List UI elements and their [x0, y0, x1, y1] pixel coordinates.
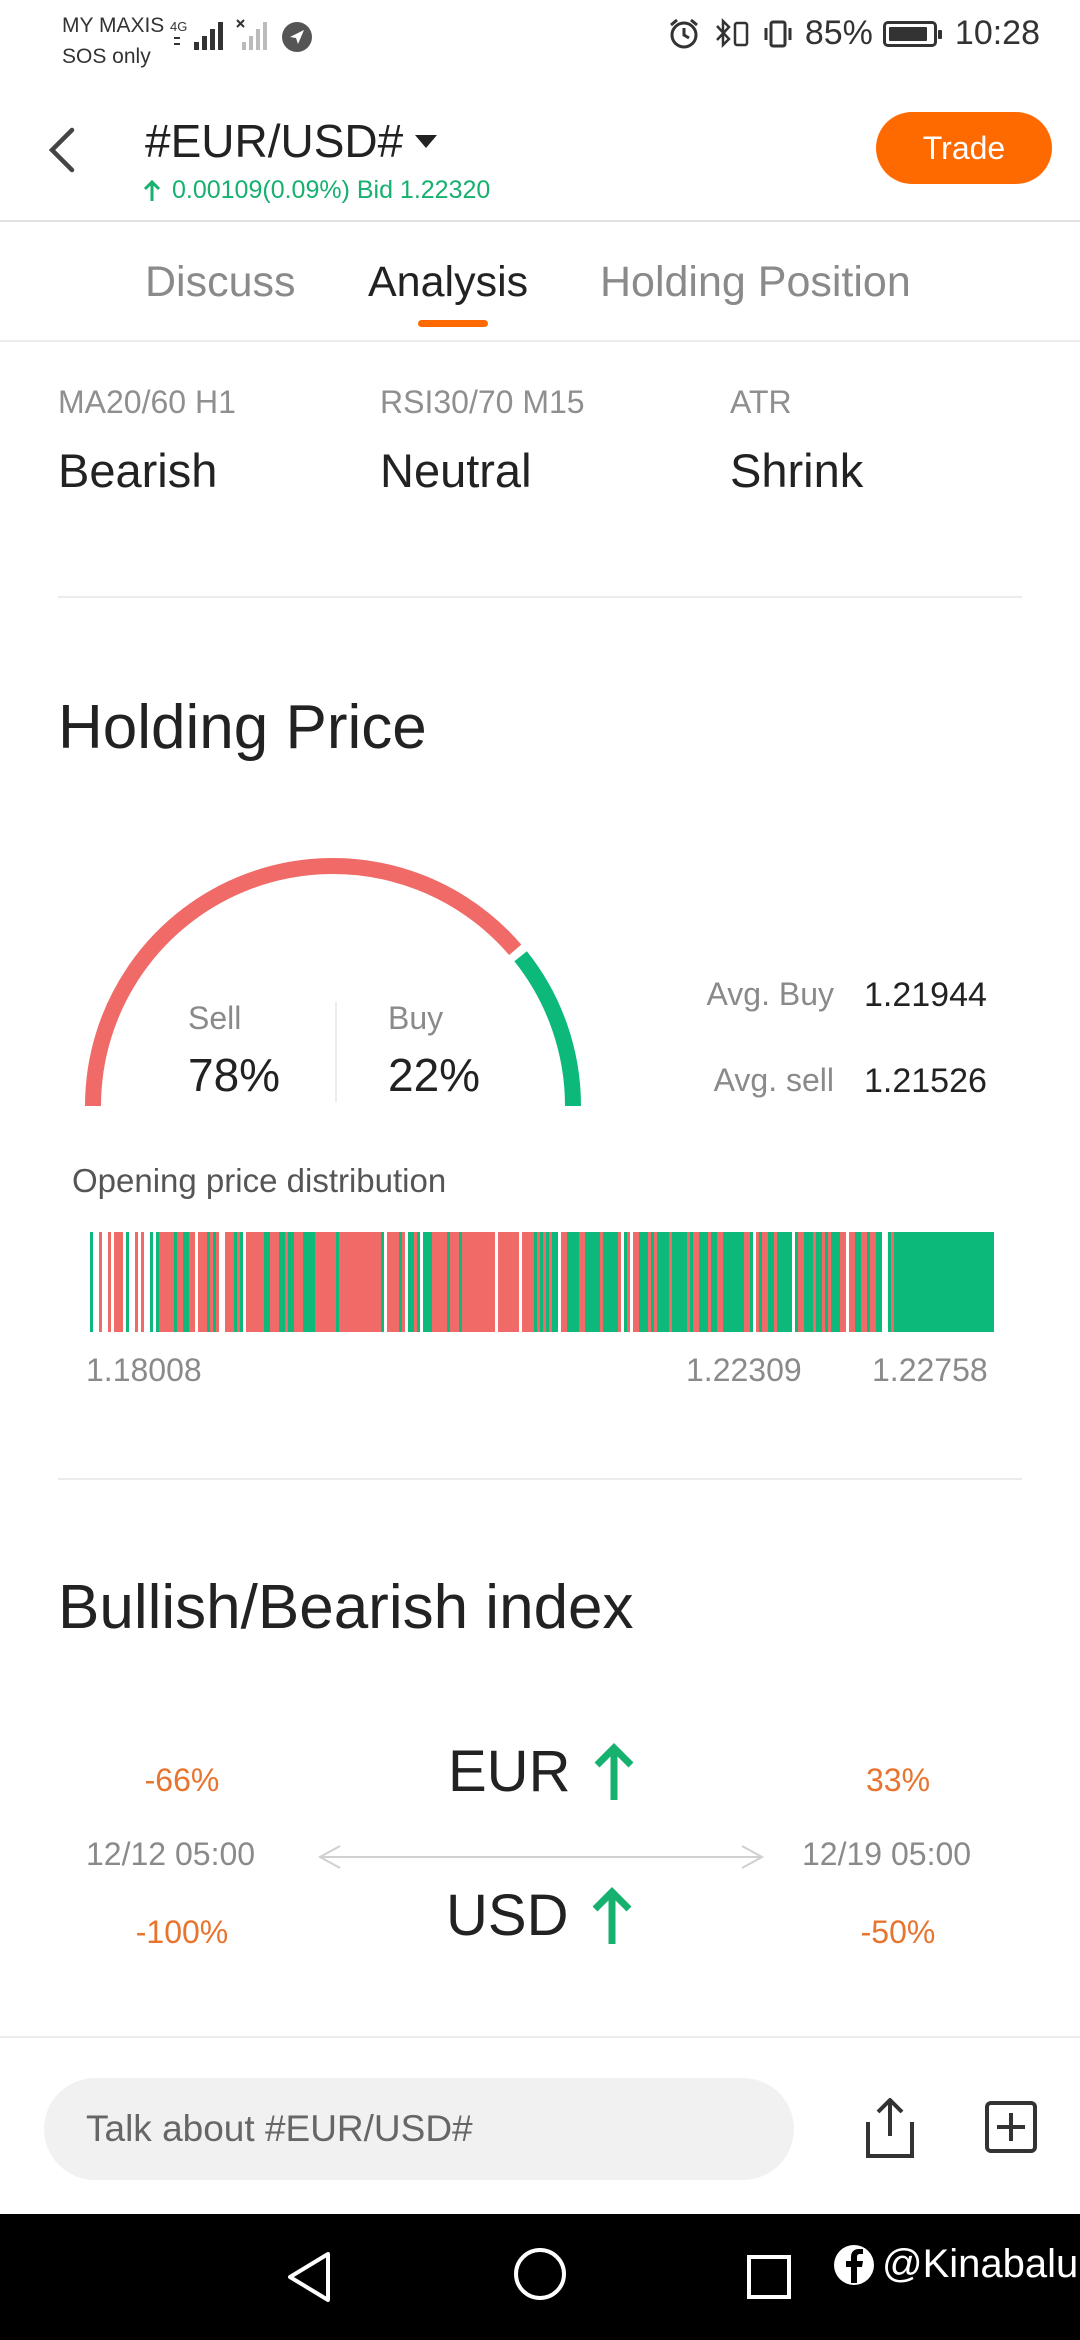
avg-sell-label: Avg. sell — [713, 1062, 834, 1098]
distribution-label: Opening price distribution — [72, 1162, 447, 1199]
divider — [58, 1478, 1022, 1480]
trade-button[interactable]: Trade — [876, 112, 1052, 184]
quote-currency: USD — [446, 1882, 634, 1949]
watermark: @Kinabalu — [832, 2242, 1078, 2287]
holding-gauge — [85, 858, 581, 1107]
tab-analysis[interactable]: Analysis — [368, 258, 529, 306]
quote-text: 0.00109(0.09%) Bid 1.22320 — [172, 176, 491, 204]
share-icon[interactable] — [862, 2096, 918, 2160]
nav-back-icon[interactable] — [286, 2250, 334, 2304]
bluetooth-vibrate-icon — [715, 17, 749, 48]
arrow-up-icon — [594, 1742, 634, 1800]
discussion-placeholder: Talk about #EUR/USD# — [86, 2108, 473, 2149]
tab-holding-position[interactable]: Holding Position — [600, 258, 911, 306]
gauge-buy-arc — [514, 951, 581, 1107]
nav-home-icon[interactable] — [512, 2246, 568, 2302]
sell-label: Sell — [188, 1000, 242, 1036]
no-signal-icon — [236, 19, 267, 50]
distribution-tick-mid: 1.22309 — [686, 1352, 802, 1388]
carrier-name: MY MAXIS — [62, 14, 165, 37]
start-date: 12/12 05:00 — [86, 1836, 256, 1872]
indicator-atr: ATR Shrink — [730, 384, 863, 498]
price-quote: 0.00109(0.09%) Bid 1.22320 — [142, 176, 490, 205]
avg-sell-value: 1.21526 — [864, 1062, 987, 1100]
buy-label: Buy — [388, 1000, 444, 1036]
double-arrow-icon — [317, 1845, 765, 1869]
distribution-tick-min: 1.18008 — [86, 1352, 202, 1388]
active-tab-indicator — [418, 320, 488, 327]
vibrate-icon — [764, 20, 792, 47]
holding-price-title: Holding Price — [58, 693, 427, 762]
vpn-icon — [282, 22, 312, 52]
indicator-label: ATR — [730, 384, 792, 420]
buy-percent: 22% — [388, 1049, 481, 1101]
symbol-title: #EUR/USD# — [145, 115, 404, 167]
symbol-selector[interactable]: #EUR/USD# — [145, 114, 438, 168]
caret-down-icon — [415, 134, 438, 148]
end-date: 12/19 05:00 — [802, 1836, 972, 1872]
avg-buy-label: Avg. Buy — [706, 976, 834, 1012]
alarm-icon — [669, 18, 698, 48]
base-left-percent: -66% — [144, 1762, 220, 1798]
clock: 10:28 — [954, 14, 1040, 52]
distribution-tick-max: 1.22758 — [872, 1352, 988, 1388]
bullish-bearish-title: Bullish/Bearish index — [58, 1573, 634, 1642]
sell-percent: 78% — [188, 1049, 281, 1101]
tab-bar: Discuss Analysis Holding Position — [0, 224, 1080, 342]
indicator-label: MA20/60 H1 — [58, 384, 236, 420]
base-right-percent: 33% — [865, 1762, 931, 1798]
indicator-value: Bearish — [58, 444, 218, 497]
back-arrow-icon[interactable] — [38, 114, 86, 186]
gauge-sell-arc — [85, 858, 522, 1107]
indicator-rsi: RSI30/70 M15 Neutral — [380, 384, 585, 498]
carrier-info: MY MAXIS SOS only — [62, 10, 164, 72]
indicator-ma: MA20/60 H1 Bearish — [58, 384, 236, 498]
signal-strength-icon: 4G — [170, 19, 223, 50]
add-icon[interactable] — [984, 2100, 1038, 2154]
facebook-logo-icon — [834, 2244, 874, 2285]
watermark-text: @Kinabalu — [882, 2242, 1079, 2286]
quote-left-percent: -100% — [135, 1914, 229, 1950]
nav-recents-icon[interactable] — [746, 2254, 792, 2300]
battery-icon — [882, 20, 942, 47]
gauge-separator — [335, 1002, 337, 1102]
quote-currency-label: USD — [446, 1883, 569, 1948]
indicator-label: RSI30/70 M15 — [380, 384, 585, 420]
base-currency-label: EUR — [448, 1739, 571, 1804]
status-bar: MY MAXIS SOS only 4G 85% — [0, 0, 1080, 76]
system-navigation-bar: @Kinabalu — [0, 2214, 1080, 2340]
tab-discuss[interactable]: Discuss — [145, 258, 296, 306]
network-type: 4G — [170, 19, 187, 34]
status-right: 85% 10:28 — [667, 14, 1040, 53]
indicator-value: Shrink — [730, 444, 864, 497]
battery-percent: 85% — [804, 14, 873, 52]
header: #EUR/USD# 0.00109(0.09%) Bid 1.22320 Tra… — [0, 76, 1080, 222]
divider — [58, 596, 1022, 598]
quote-right-percent: -50% — [860, 1914, 936, 1950]
arrow-up-icon — [592, 1886, 632, 1944]
discussion-input[interactable]: Talk about #EUR/USD# — [44, 2078, 794, 2180]
avg-buy-value: 1.21944 — [864, 976, 987, 1014]
opening-price-distribution-bar — [84, 1232, 994, 1332]
base-currency: EUR — [448, 1738, 636, 1805]
bottom-action-bar: Talk about #EUR/USD# — [0, 2036, 1080, 2212]
indicator-value: Neutral — [380, 444, 532, 497]
arrow-up-icon — [143, 179, 161, 201]
carrier-status: SOS only — [62, 45, 151, 68]
